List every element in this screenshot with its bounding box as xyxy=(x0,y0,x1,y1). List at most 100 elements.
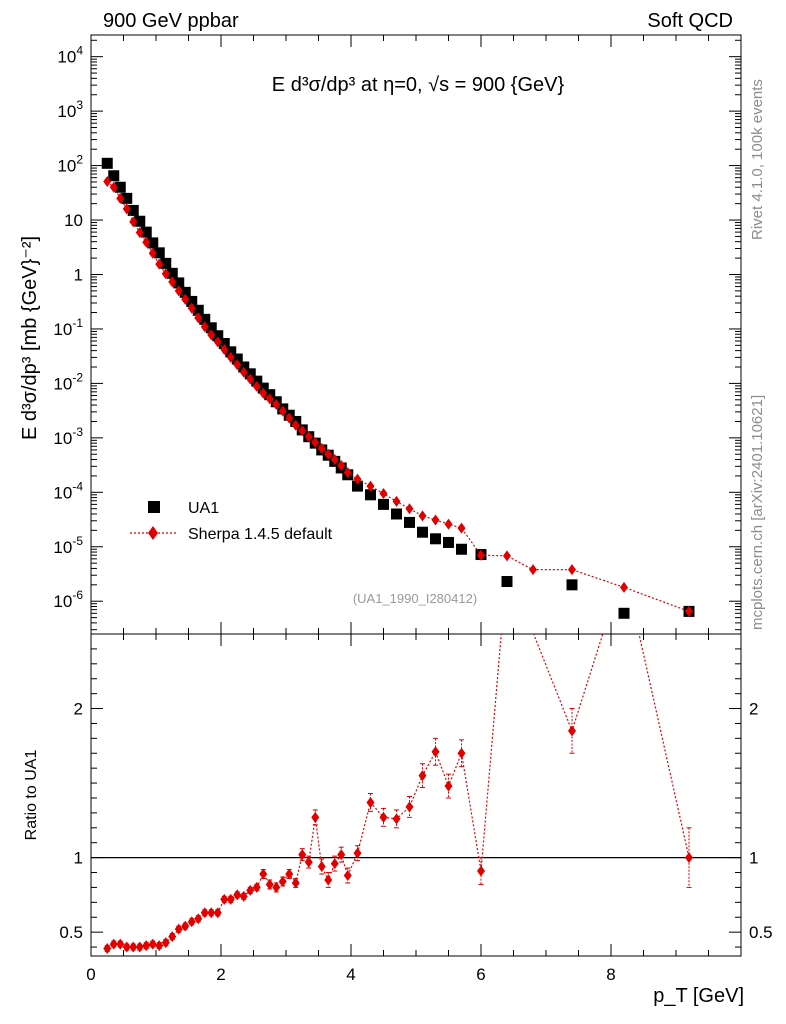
sherpa-data-point xyxy=(337,460,346,472)
ratio-data-point xyxy=(337,849,346,861)
ratio-data-point xyxy=(457,747,466,759)
ratio-data-point xyxy=(568,725,576,737)
y-tick-label: 10-5 xyxy=(53,534,83,557)
sherpa-line xyxy=(106,181,690,612)
ua1-data-point xyxy=(566,579,578,591)
ratio-data-point xyxy=(174,923,183,935)
ratio-data-point xyxy=(200,907,209,919)
ratio-data-point xyxy=(343,870,352,881)
ratio-y-tick-label: 0.5 xyxy=(59,923,83,942)
ratio-data-point xyxy=(353,847,362,859)
sherpa-data-point xyxy=(194,312,203,324)
sherpa-data-point xyxy=(200,321,209,333)
ua1-data-point xyxy=(147,237,159,249)
ratio-data-point xyxy=(503,561,511,572)
sherpa-data-point xyxy=(343,467,352,479)
sherpa-data-point xyxy=(392,495,401,507)
legend-ua1-marker xyxy=(148,501,160,513)
ratio-data-point xyxy=(311,811,320,823)
sherpa-data-point xyxy=(174,285,183,297)
sherpa-data-point xyxy=(161,268,170,280)
ua1-data-point xyxy=(365,489,376,501)
x-tick-label: 4 xyxy=(346,965,355,984)
sherpa-data-point xyxy=(116,192,125,204)
sherpa-data-point xyxy=(103,176,112,188)
ratio-data-point xyxy=(226,893,235,905)
sherpa-data-point xyxy=(155,258,164,270)
sherpa-data-point xyxy=(311,437,320,449)
sherpa-data-point xyxy=(239,366,248,378)
ratio-data-point xyxy=(129,941,138,953)
x-tick-label: 0 xyxy=(86,965,95,984)
ua1-data-point xyxy=(218,338,230,350)
ua1-data-point xyxy=(417,526,428,538)
ratio-y-tick-label-right: 1 xyxy=(749,849,758,868)
ua1-data-point xyxy=(192,304,204,316)
sherpa-data-point xyxy=(304,431,313,443)
ratio-data-point xyxy=(418,770,427,782)
plot-title: E d³σ/dp³ at η=0, √s = 900 {GeV} xyxy=(272,74,565,96)
legend: UA1 Sherpa 1.4.5 default xyxy=(130,500,333,543)
ratio-data-point xyxy=(431,746,440,758)
mcplots-source-label: mcplots.cern.ch [arXiv:2401.10621] xyxy=(749,395,766,630)
ratio-data-point xyxy=(265,878,274,890)
ratio-data-point xyxy=(194,913,203,925)
main-frame xyxy=(90,34,742,635)
ratio-data-point xyxy=(233,889,242,901)
ratio-data-point xyxy=(291,877,300,889)
sherpa-data-point xyxy=(148,247,157,259)
y-tick-label: 10-1 xyxy=(53,316,83,339)
ratio-data-point xyxy=(285,868,294,880)
sherpa-data-point xyxy=(330,454,339,466)
sherpa-data-point xyxy=(298,425,307,437)
ua1-data-point xyxy=(352,480,363,492)
y-tick-label: 10 xyxy=(64,211,83,230)
ua1-data-point xyxy=(430,533,441,545)
ratio-data-point xyxy=(330,858,339,870)
sherpa-data-point xyxy=(529,564,537,576)
sherpa-data-point xyxy=(324,448,333,460)
header-left-title: 900 GeV ppbar xyxy=(103,10,239,32)
x-axis-label: p_T [GeV] xyxy=(653,985,744,1007)
ratio-data-point xyxy=(620,561,628,572)
y-tick-label: 103 xyxy=(57,98,83,121)
sherpa-data-point xyxy=(418,510,427,522)
ua1-data-point xyxy=(179,286,191,298)
sherpa-data-point xyxy=(233,359,242,371)
x-tick-label: 8 xyxy=(606,965,615,984)
ratio-data-point xyxy=(366,796,375,808)
ratio-data-point xyxy=(109,938,118,950)
ratio-data-point xyxy=(181,920,190,932)
ratio-data-point xyxy=(405,801,414,813)
ratio-data-point xyxy=(278,875,287,887)
ratio-y-tick-label-right: 2 xyxy=(749,700,758,719)
ratio-data-point xyxy=(148,938,157,950)
sherpa-data-point xyxy=(220,343,229,355)
sherpa-data-point xyxy=(291,419,300,431)
ua1-data-point xyxy=(160,257,172,269)
sherpa-data-point xyxy=(252,380,261,392)
ratio-data-point xyxy=(317,861,326,873)
ua1-data-point xyxy=(101,157,113,169)
sherpa-data-point xyxy=(135,227,144,239)
sherpa-data-point xyxy=(259,387,268,399)
analysis-id: (UA1_1990_I280412) xyxy=(353,591,477,606)
ratio-data-point xyxy=(298,849,307,861)
sherpa-data-point xyxy=(122,203,131,215)
ua1-data-point xyxy=(456,543,467,555)
ratio-data-point xyxy=(259,868,268,880)
ua1-data-point xyxy=(443,536,454,548)
sherpa-data-point xyxy=(568,564,576,576)
ua1-data-point xyxy=(225,346,237,358)
sherpa-data-point xyxy=(353,473,362,485)
sherpa-data-point xyxy=(444,518,453,530)
ratio-data-point xyxy=(239,890,248,902)
ratio-data-point xyxy=(379,811,388,823)
y-tick-label: 102 xyxy=(57,153,83,176)
sherpa-data-point xyxy=(168,276,177,288)
sherpa-data-point xyxy=(366,480,375,492)
ratio-data-point xyxy=(213,907,222,919)
ratio-data-point xyxy=(142,940,151,952)
sherpa-data-point xyxy=(181,293,190,305)
